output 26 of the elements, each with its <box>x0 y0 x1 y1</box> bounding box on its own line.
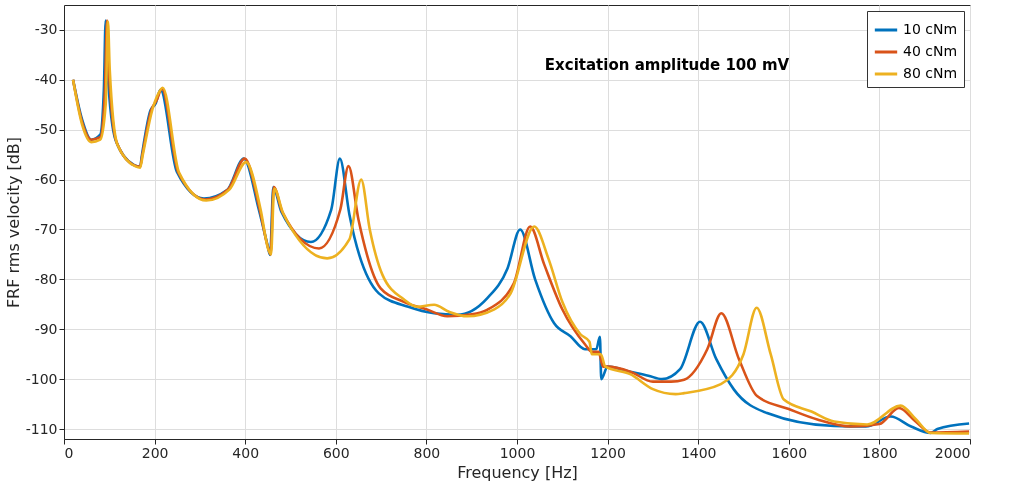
y-tick-label: -110 <box>25 420 58 437</box>
x-axis-title: Frequency [Hz] <box>457 462 578 482</box>
y-tick-label: -80 <box>34 270 58 287</box>
annotation: Excitation amplitude 100 mV <box>544 56 790 74</box>
y-tick-label: -60 <box>34 171 58 188</box>
y-tick-label: -50 <box>34 121 58 138</box>
y-tick-label: -30 <box>34 21 58 38</box>
legend-label: 40 cNm <box>903 43 958 59</box>
x-tick-label: 1800 <box>862 444 898 461</box>
legend-label: 10 cNm <box>903 21 958 37</box>
x-tick-label: 0 <box>64 444 74 461</box>
x-tick-label: 600 <box>322 444 350 461</box>
y-tick-label: -90 <box>34 320 58 337</box>
x-tick-label: 2000 <box>934 444 971 461</box>
x-tick-label: 800 <box>413 444 441 461</box>
legend-label: 80 cNm <box>903 65 958 81</box>
y-axis-title: FRF rms velocity [dB] <box>3 136 23 309</box>
y-tick-label: -40 <box>34 71 58 88</box>
x-tick-label: 1000 <box>499 444 536 461</box>
x-tick-label: 200 <box>141 444 169 461</box>
x-tick-label: 400 <box>232 444 260 461</box>
y-tick-label: -70 <box>34 220 58 237</box>
x-tick-label: 1600 <box>771 444 808 461</box>
y-tick-label: -100 <box>25 370 58 387</box>
x-tick-label: 1200 <box>590 444 626 461</box>
x-tick-label: 1400 <box>680 444 717 461</box>
